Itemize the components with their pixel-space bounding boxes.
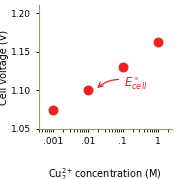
Text: $E^\circ_{cell}$: $E^\circ_{cell}$ — [98, 76, 148, 92]
Point — [156, 40, 159, 43]
Point — [52, 108, 54, 111]
Text: Cu$_2^{2+}$concentration (M): Cu$_2^{2+}$concentration (M) — [48, 166, 162, 179]
Y-axis label: Cell voltage (V): Cell voltage (V) — [0, 30, 9, 105]
Point — [86, 89, 89, 92]
Point — [121, 66, 124, 69]
